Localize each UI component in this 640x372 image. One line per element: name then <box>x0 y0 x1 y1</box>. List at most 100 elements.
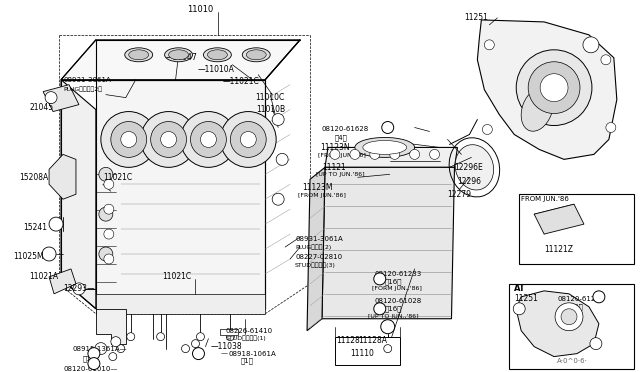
Ellipse shape <box>243 48 270 62</box>
Ellipse shape <box>355 138 415 157</box>
Text: [UP TO JUN.'86]: [UP TO JUN.'86] <box>316 172 365 177</box>
Polygon shape <box>49 269 76 294</box>
Circle shape <box>384 344 392 353</box>
Circle shape <box>104 229 114 239</box>
Circle shape <box>104 204 114 214</box>
Text: 11123M: 11123M <box>302 183 333 192</box>
Circle shape <box>583 37 599 53</box>
Text: AT: AT <box>514 284 526 294</box>
Text: 11121: 11121 <box>322 163 346 172</box>
Text: B: B <box>378 306 382 311</box>
Text: —11047: —11047 <box>166 53 197 62</box>
Text: （16）: （16） <box>385 279 403 285</box>
Bar <box>220 329 238 335</box>
Polygon shape <box>96 294 265 314</box>
Text: —: — <box>220 350 227 357</box>
Ellipse shape <box>129 50 148 60</box>
Circle shape <box>111 122 147 157</box>
Polygon shape <box>307 167 325 331</box>
Ellipse shape <box>204 48 231 62</box>
Circle shape <box>540 74 568 102</box>
Text: 11110: 11110 <box>350 349 374 358</box>
Ellipse shape <box>164 48 193 62</box>
Circle shape <box>528 62 580 113</box>
Circle shape <box>272 113 284 125</box>
Circle shape <box>390 150 400 159</box>
Text: 08227-02810: 08227-02810 <box>295 254 342 260</box>
Text: 12296E: 12296E <box>454 163 483 172</box>
Circle shape <box>606 122 616 132</box>
Circle shape <box>555 303 583 331</box>
Circle shape <box>381 122 394 134</box>
Text: B: B <box>385 125 390 130</box>
Text: 11010C: 11010C <box>255 93 285 102</box>
Polygon shape <box>534 204 584 234</box>
Circle shape <box>45 92 57 103</box>
Circle shape <box>483 125 492 134</box>
Text: A·0^0·6·: A·0^0·6· <box>557 357 588 363</box>
Polygon shape <box>49 154 76 199</box>
Text: [FORM JUN.,'86]: [FORM JUN.,'86] <box>372 286 422 291</box>
Circle shape <box>157 333 164 341</box>
Circle shape <box>350 150 360 159</box>
Text: PLUGプラグ(2): PLUGプラグ(2) <box>295 244 332 250</box>
Circle shape <box>182 344 189 353</box>
Text: [UP TO JUN.,'86]: [UP TO JUN.,'86] <box>368 314 419 319</box>
Text: 11025M: 11025M <box>13 253 44 262</box>
Text: 11121Z: 11121Z <box>544 244 573 254</box>
Text: 21045: 21045 <box>29 103 53 112</box>
Text: 11010: 11010 <box>188 6 214 15</box>
Text: 12279: 12279 <box>447 190 472 199</box>
Text: FROM JUN.'86: FROM JUN.'86 <box>521 196 569 202</box>
Polygon shape <box>477 20 617 159</box>
Text: 15208A: 15208A <box>19 173 49 182</box>
Text: 12293—: 12293— <box>63 284 95 294</box>
Circle shape <box>410 150 420 159</box>
Polygon shape <box>61 80 96 309</box>
Circle shape <box>513 303 525 315</box>
Circle shape <box>381 320 395 334</box>
Circle shape <box>429 150 440 159</box>
Circle shape <box>561 309 577 325</box>
Text: B: B <box>378 276 382 281</box>
Text: 12296: 12296 <box>458 177 481 186</box>
Polygon shape <box>517 291 599 357</box>
Text: [FROM JUN.'86]: [FROM JUN.'86] <box>318 153 366 158</box>
Circle shape <box>42 247 56 261</box>
Ellipse shape <box>363 141 406 154</box>
Circle shape <box>88 347 100 360</box>
Text: 11123N: 11123N <box>320 143 349 152</box>
Circle shape <box>180 112 236 167</box>
Text: 08915-1361A—: 08915-1361A— <box>73 346 127 352</box>
Circle shape <box>240 131 256 147</box>
Text: 11021A: 11021A <box>29 272 58 281</box>
Text: STUDスタッド(1): STUDスタッド(1) <box>225 336 266 341</box>
Polygon shape <box>61 40 300 80</box>
Circle shape <box>73 283 85 295</box>
Text: 08120-61010—: 08120-61010— <box>63 366 117 372</box>
Polygon shape <box>325 147 458 167</box>
Circle shape <box>200 131 216 147</box>
Circle shape <box>99 207 113 221</box>
Ellipse shape <box>125 48 153 62</box>
Text: —11021C: —11021C <box>222 77 259 86</box>
Text: [FROM JUN.'86]: [FROM JUN.'86] <box>298 193 346 198</box>
Text: 08120-61628: 08120-61628 <box>322 126 369 132</box>
Text: （2）: （2） <box>571 304 584 310</box>
Text: （16）: （16） <box>385 305 403 312</box>
Ellipse shape <box>455 145 493 190</box>
Text: 11021C: 11021C <box>103 173 132 182</box>
Circle shape <box>95 343 107 355</box>
Circle shape <box>220 112 276 167</box>
Text: —11038: —11038 <box>211 342 242 351</box>
Circle shape <box>516 50 592 125</box>
Circle shape <box>99 167 113 181</box>
Circle shape <box>104 179 114 189</box>
Circle shape <box>161 131 177 147</box>
Text: 15241: 15241 <box>23 222 47 232</box>
Text: 11251: 11251 <box>514 294 538 303</box>
Text: （1）: （1） <box>240 357 253 364</box>
Circle shape <box>191 122 227 157</box>
Text: 11010B: 11010B <box>256 105 285 114</box>
Circle shape <box>109 353 117 360</box>
